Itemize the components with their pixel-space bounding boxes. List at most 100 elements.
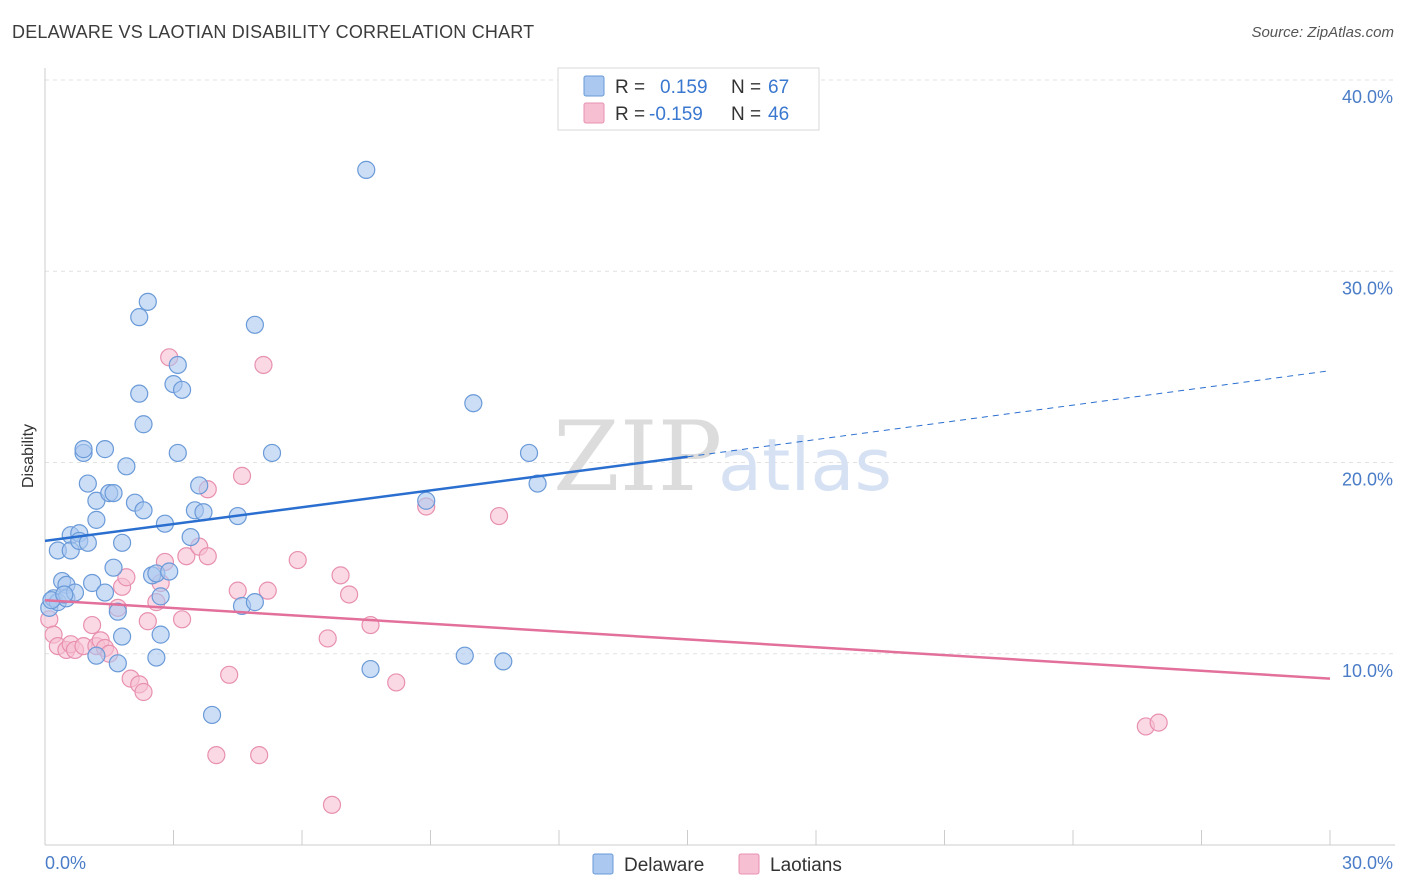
- delaware-point-19: [87, 646, 106, 665]
- y-tick-label-3: 40.0%: [1342, 87, 1393, 107]
- delaware-point-35: [138, 292, 157, 311]
- delaware-point-56: [262, 443, 282, 463]
- delaware-point-57: [357, 160, 376, 179]
- delaware-point-28: [112, 627, 132, 646]
- laotians-point-37: [322, 795, 342, 814]
- y-tick-labels: 10.0% 20.0% 30.0% 40.0%: [1342, 87, 1393, 681]
- legend-n-value-1: 67: [768, 77, 789, 98]
- laotians-point-14: [117, 568, 136, 587]
- delaware-point-23: [104, 558, 123, 577]
- legend-swatch-laotians: [583, 102, 605, 124]
- delaware-point-47: [181, 527, 200, 547]
- delaware-point-31: [130, 308, 149, 327]
- delaware-point-29: [117, 457, 136, 476]
- legend-bottom-laotians: Laotians: [770, 855, 842, 876]
- delaware-point-38: [147, 648, 166, 667]
- laotians-point-28: [207, 746, 226, 765]
- laotians-point-33: [254, 355, 273, 375]
- legend-swatch-delaware: [583, 75, 605, 97]
- delaware-trend-extension: [687, 370, 1331, 458]
- delaware-point-49: [190, 476, 209, 495]
- delaware-point-59: [417, 491, 436, 510]
- delaware-points: [40, 160, 547, 725]
- laotians-trend-line: [44, 598, 1331, 680]
- laotians-point-35: [288, 550, 307, 570]
- laotians-points: [40, 348, 1168, 814]
- delaware-point-34: [134, 415, 153, 434]
- watermark: ZIP atlas: [553, 401, 892, 513]
- delaware-point-58: [361, 659, 380, 679]
- laotians-point-38: [331, 566, 350, 585]
- laotians-point-18: [138, 612, 157, 631]
- y-axis-label: Disability: [20, 424, 37, 488]
- delaware-point-14: [78, 474, 97, 493]
- delaware-point-51: [202, 705, 222, 725]
- y-tick-label-1: 20.0%: [1342, 470, 1393, 490]
- delaware-point-64: [528, 474, 547, 493]
- laotians-point-7: [83, 615, 102, 635]
- legend-r-label-1: R =: [615, 77, 645, 98]
- delaware-point-20: [95, 440, 115, 459]
- laotians-point-32: [250, 746, 269, 765]
- legend-r-value-2: -0.159: [649, 104, 703, 125]
- watermark-zip: ZIP: [553, 401, 722, 513]
- x-tick-labels: 0.0% 30.0%: [45, 853, 1393, 873]
- legend-n-value-2: 46: [768, 104, 789, 125]
- delaware-point-45: [168, 443, 187, 463]
- laotians-point-36: [318, 629, 337, 648]
- delaware-point-61: [464, 394, 483, 413]
- delaware-point-13: [74, 440, 93, 459]
- chart-source: Source: ZipAtlas.com: [1251, 24, 1394, 41]
- delaware-point-25: [108, 654, 127, 673]
- x-tick-label-1: 30.0%: [1342, 853, 1393, 873]
- delaware-point-24: [104, 484, 123, 503]
- laotians-point-39: [340, 585, 359, 604]
- laotians-point-34: [258, 581, 277, 600]
- legend-n-label-1: N =: [731, 77, 761, 98]
- delaware-point-21: [95, 583, 115, 602]
- laotians-point-45: [1149, 713, 1168, 732]
- delaware-point-27: [112, 533, 132, 552]
- legend-bottom-swatch-laotians: [738, 853, 760, 875]
- delaware-point-63: [519, 443, 539, 463]
- laotians-point-29: [220, 665, 239, 684]
- delaware-point-16: [83, 573, 102, 593]
- delaware-point-39: [151, 587, 170, 606]
- delaware-point-33: [134, 501, 153, 520]
- laotians-point-23: [172, 610, 192, 629]
- delaware-point-66: [55, 585, 74, 604]
- delaware-point-60: [455, 646, 474, 665]
- axes: [44, 68, 1395, 846]
- y-tick-label-2: 30.0%: [1342, 278, 1393, 298]
- delaware-point-26: [108, 602, 127, 621]
- grid-lines: [45, 79, 1395, 655]
- delaware-point-18: [87, 510, 106, 529]
- laotians-point-30: [228, 581, 247, 600]
- delaware-point-55: [245, 315, 264, 334]
- legend-bottom-delaware: Delaware: [624, 855, 704, 876]
- laotians-point-31: [232, 466, 252, 485]
- legend-bottom-swatch-delaware: [592, 853, 614, 875]
- delaware-trend-line: [44, 455, 688, 543]
- y-tick-label-0: 10.0%: [1342, 661, 1393, 681]
- legend-top: R = 0.159 N = 67 R = -0.159 N = 46: [557, 67, 820, 131]
- legend-r-value-1: 0.159: [660, 77, 708, 98]
- laotians-point-26: [198, 547, 217, 566]
- delaware-point-42: [160, 562, 179, 581]
- delaware-point-46: [172, 380, 192, 399]
- delaware-point-62: [494, 652, 513, 671]
- watermark-atlas: atlas: [718, 423, 892, 507]
- delaware-point-54: [245, 593, 264, 612]
- legend-n-label-2: N =: [731, 104, 761, 125]
- legend-bottom: Delaware Laotians: [592, 853, 842, 876]
- trend-extension: [687, 370, 1331, 458]
- delaware-point-32: [130, 384, 149, 403]
- delaware-point-40: [151, 625, 170, 644]
- legend-r-label-2: R =: [615, 104, 645, 125]
- laotians-point-43: [489, 506, 509, 526]
- laotians-point-17: [134, 682, 153, 702]
- trend-lines: [44, 455, 1331, 680]
- laotians-point-24: [177, 547, 196, 566]
- delaware-point-44: [168, 355, 187, 375]
